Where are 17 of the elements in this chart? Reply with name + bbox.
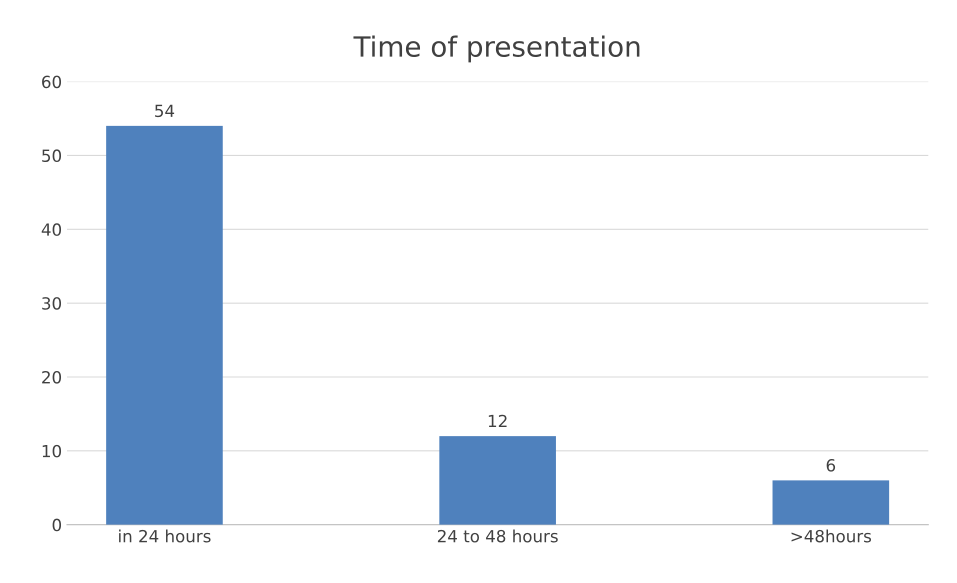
data-label: 6: [826, 459, 836, 472]
x-tick-label: in 24 hours: [119, 530, 211, 542]
y-tick-label: 10: [42, 444, 62, 458]
bar: [439, 436, 556, 525]
x-tick-label: >48hours: [792, 530, 872, 542]
y-tick-label: 30: [42, 297, 62, 310]
y-tick-label: 0: [52, 518, 62, 532]
y-tick-label: 40: [42, 223, 62, 236]
chart-title: Time of presentation: [353, 36, 640, 62]
y-tick-label: 50: [42, 149, 62, 162]
y-tick-label: 60: [42, 76, 62, 88]
data-label: 12: [488, 414, 507, 428]
x-tick-label: 24 to 48 hours: [438, 530, 558, 542]
data-label: 54: [155, 104, 174, 118]
bar: [772, 480, 890, 525]
bar: [106, 126, 223, 525]
y-tick-label: 20: [42, 370, 62, 384]
